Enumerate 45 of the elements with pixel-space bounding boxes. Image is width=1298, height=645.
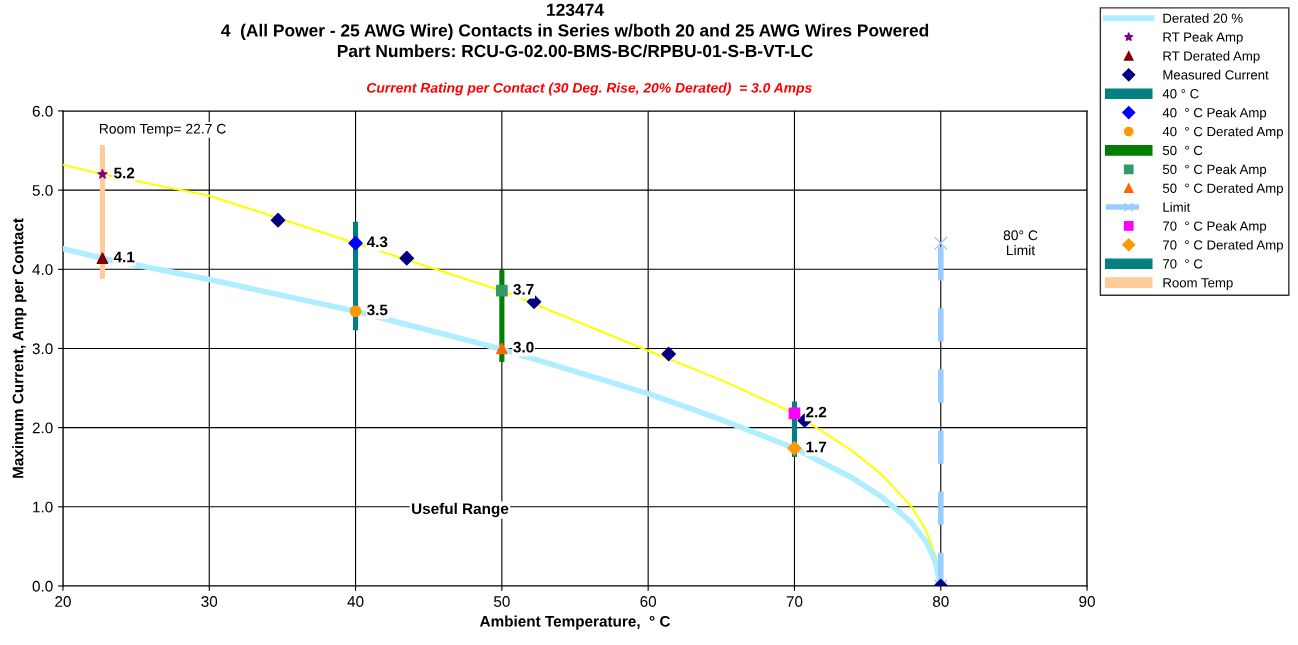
legend-label: Room Temp xyxy=(1163,278,1233,291)
x-tick-label: 60 xyxy=(640,596,657,607)
legend-label: 70 ° C Peak Amp xyxy=(1163,221,1267,234)
legend-label: 40 ° C Peak Amp xyxy=(1162,107,1267,120)
x-axis-title: Ambient Temperature, ° C xyxy=(479,615,671,630)
chart-title: 123474 4 (All Power - 25 AWG Wire) Contacts in Series w/both 20 and 25 AWG Wires Powered Part Numbers: RCU-G-02.00-BMS-BC/RPBU-01-S-B-VT-LC xyxy=(221,3,929,58)
annotation: 80° C Limit xyxy=(1003,230,1038,256)
data-label: 5.2 xyxy=(114,167,135,179)
x-tick-label: 40 xyxy=(347,596,364,607)
y-axis-title: Maximum Current, Amp per Contact xyxy=(12,218,27,478)
data-label: 2.2 xyxy=(806,406,827,418)
legend-label: 50 ° C Derated Amp xyxy=(1162,183,1283,196)
legend-label: 70 ° C Derated Amp xyxy=(1163,239,1283,253)
legend-label: 50 ° C Peak Amp xyxy=(1162,164,1267,177)
data-label: 3.5 xyxy=(367,304,388,316)
legend-label: Measured Current xyxy=(1163,69,1269,80)
y-tick-label: 0.0 xyxy=(32,580,53,592)
y-tick-label: 1.0 xyxy=(33,501,53,513)
legend-label: RT Derated Amp xyxy=(1163,50,1260,64)
annotation: Room Temp= 22.7 C xyxy=(99,123,226,137)
chart-subtitle: Current Rating per Contact (30 Deg. Rise, 20% Derated) = 3.0 Amps xyxy=(367,82,812,96)
data-label: 3.0 xyxy=(513,341,534,353)
legend-label: 50 ° C xyxy=(1162,145,1203,156)
legend-label: Limit xyxy=(1163,202,1191,212)
y-tick-label: 5.0 xyxy=(32,184,53,196)
x-tick-label: 50 xyxy=(493,596,510,607)
x-tick-label: 80 xyxy=(932,596,949,607)
y-tick-label: 2.0 xyxy=(32,422,53,434)
legend-label: Derated 20 % xyxy=(1163,13,1243,23)
x-tick-label: 20 xyxy=(55,596,71,607)
legend-label: 40 ° C xyxy=(1162,89,1199,99)
x-tick-label: 70 xyxy=(786,596,803,607)
y-tick-label: 4.0 xyxy=(32,264,53,275)
legend-label: 40 ° C Derated Amp xyxy=(1162,126,1283,139)
data-label: 3.7 xyxy=(513,283,534,295)
y-tick-label: 3.0 xyxy=(32,343,53,355)
data-label: 4.3 xyxy=(366,236,388,248)
legend-label: RT Peak Amp xyxy=(1163,32,1243,45)
legend-label: 70 ° C xyxy=(1163,259,1203,269)
y-tick-label: 6.0 xyxy=(32,105,53,117)
data-label: 1.7 xyxy=(806,441,827,453)
data-label: 4.1 xyxy=(113,251,135,263)
annotation: Useful Range xyxy=(412,502,509,518)
x-tick-label: 90 xyxy=(1079,596,1095,607)
x-tick-label: 30 xyxy=(201,596,218,607)
